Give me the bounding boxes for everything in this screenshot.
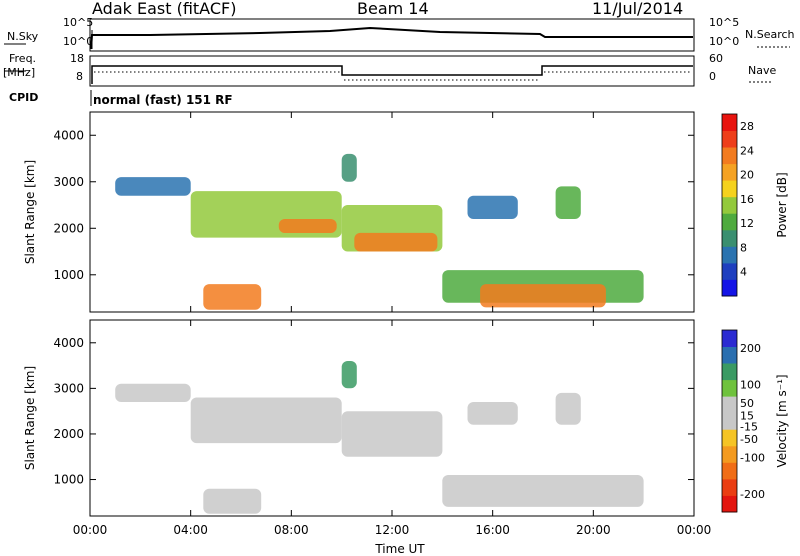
- nave-tick-top: 60: [709, 52, 723, 65]
- panel-1-echo-3: [341, 411, 443, 457]
- panel-0-colorbar-tick-2: 12: [740, 217, 754, 230]
- panel-1-colorbar-tick-6: -100: [740, 451, 765, 464]
- panel-0-colorbar-bin-7: [722, 163, 737, 181]
- panel-1-colorbar-bin-5: [722, 412, 737, 430]
- noise-right-tick-top: 10^5: [709, 16, 740, 29]
- panel-0-colorbar-frame: [721, 113, 738, 297]
- panel-0-colorbar-tick-1: 8: [740, 241, 747, 254]
- panel-0-echo-10: [555, 186, 581, 219]
- panel-1-echo-6: [467, 402, 518, 425]
- panel-0-colorbar-bin-9: [722, 130, 737, 148]
- panel-0-y-axis-label: Slant Range [km]: [23, 160, 37, 264]
- x-tick-label-0: 00:00: [73, 523, 108, 537]
- x-tick-label-2: 08:00: [274, 523, 309, 537]
- date-title: 11/Jul/2014: [592, 0, 684, 18]
- nsearch-label: N.Search: [745, 28, 795, 41]
- panel-1-colorbar-bin-0: [722, 495, 737, 513]
- freq-trace: [91, 65, 693, 84]
- noise-panel-frame: [89, 18, 695, 52]
- panel-1-colorbar-tick-7: -200: [740, 488, 765, 501]
- panel-1-colorbar-bin-2: [722, 462, 737, 480]
- nave-label: Nave: [748, 64, 777, 77]
- panel-1-echo-4: [341, 361, 357, 389]
- panel-1-echo-2: [203, 488, 262, 514]
- panel-1-colorbar-tick-5: -50: [740, 433, 758, 446]
- panel-0-colorbar-tick-4: 20: [740, 169, 754, 182]
- x-tick-label-6: 00:00: [677, 523, 712, 537]
- panel-1-colorbar-tick-2: 50: [740, 397, 754, 410]
- panel-1-colorbar-tick-0: 200: [740, 342, 761, 355]
- noise-left-tick-bottom: 10^0: [63, 35, 94, 48]
- freq-panel-frame: [89, 55, 695, 87]
- panel-0-colorbar-bin-8: [722, 147, 737, 165]
- panel-1-colorbar-bin-3: [722, 445, 737, 463]
- panel-1-colorbar-bin-1: [722, 478, 737, 496]
- nave-trace: [94, 71, 692, 81]
- panel-1-echo-5: [442, 475, 644, 507]
- freq-tick-top: 18: [70, 52, 84, 65]
- panel-1-colorbar-tick-4: -15: [740, 420, 758, 433]
- panel-0-ytick-label-1: 2000: [53, 221, 84, 235]
- panel-0-ytick-label-0: 1000: [53, 268, 84, 282]
- panel-0-echo-8: [480, 284, 606, 308]
- panel-1-colorbar-frame: [721, 329, 738, 513]
- panel-1-colorbar-label: Velocity [m s⁻¹]: [775, 374, 789, 467]
- panel-0-colorbar-bin-1: [722, 262, 737, 280]
- panel-1-ytick-label-1: 2000: [53, 427, 84, 441]
- panel-1-echo-0: [115, 383, 191, 402]
- panel-1-colorbar-bin-7: [722, 379, 737, 397]
- station-title: Adak East (fitACF): [92, 0, 237, 18]
- panel-1-colorbar-bin-10: [722, 330, 737, 347]
- panel-0-echo-9: [467, 195, 518, 219]
- panel-0-colorbar-bin-2: [722, 246, 737, 264]
- nave-tick-bottom: 0: [709, 70, 716, 83]
- panel-0-colorbar-bin-3: [722, 229, 737, 247]
- beam-title: Beam 14: [357, 0, 429, 18]
- panel-0-colorbar-tick-6: 28: [740, 120, 754, 133]
- freq-label: Freq.: [9, 52, 37, 65]
- panel-1-ytick-label-3: 4000: [53, 336, 84, 350]
- x-axis-label: Time UT: [375, 542, 425, 556]
- panel-0-colorbar-bin-4: [722, 213, 737, 231]
- panel-1-colorbar-bin-8: [722, 363, 737, 381]
- panel-1-colorbar-bin-4: [722, 429, 737, 447]
- x-tick-label-5: 20:00: [576, 523, 611, 537]
- panel-0-colorbar-tick-0: 4: [740, 266, 747, 279]
- panel-0-echo-3: [203, 284, 262, 310]
- noise-left-tick-top: 10^5: [63, 16, 94, 29]
- freq-unit: [MHz]: [3, 66, 36, 79]
- panel-0-colorbar-bin-6: [722, 180, 737, 198]
- panel-0-echo-2: [278, 219, 337, 233]
- panel-0-colorbar-tick-3: 16: [740, 193, 754, 206]
- panel-1-y-axis-label: Slant Range [km]: [23, 366, 37, 470]
- panel-0-echo-5: [354, 232, 438, 252]
- panel-1-colorbar-bin-9: [722, 346, 737, 364]
- cpid-value: normal (fast) 151 RF: [93, 93, 233, 107]
- x-tick-label-4: 16:00: [475, 523, 510, 537]
- noise-sky-trace: [90, 26, 693, 50]
- cpid-label: CPID: [9, 91, 39, 104]
- panel-1-echo-1: [190, 397, 342, 444]
- panel-0-ytick-label-2: 3000: [53, 175, 84, 189]
- panel-0-colorbar-label: Power [dB]: [775, 172, 789, 237]
- panel-1-colorbar-tick-1: 100: [740, 379, 761, 392]
- x-tick-label-3: 12:00: [375, 523, 410, 537]
- panel-0-colorbar-tick-5: 24: [740, 144, 754, 157]
- freq-tick-bottom: 8: [76, 70, 83, 83]
- panel-1-colorbar-tick-3: 15: [740, 410, 754, 423]
- panel-1-ytick-label-0: 1000: [53, 473, 84, 487]
- panel-0-colorbar-bin-10: [722, 114, 737, 131]
- panel-0-colorbar-bin-5: [722, 196, 737, 214]
- panel-1-colorbar-bin-6: [722, 396, 737, 414]
- panel-0-echo-0: [115, 177, 191, 196]
- x-tick-label-1: 04:00: [173, 523, 208, 537]
- panel-0-colorbar-bin-0: [722, 279, 737, 297]
- panel-1-echo-7: [555, 392, 581, 425]
- noise-right-tick-bottom: 10^0: [709, 35, 740, 48]
- panel-0-echo-6: [341, 153, 357, 182]
- panel-0-ytick-label-3: 4000: [53, 128, 84, 142]
- nsky-label: N.Sky: [7, 30, 39, 43]
- panel-1-ytick-label-2: 3000: [53, 381, 84, 395]
